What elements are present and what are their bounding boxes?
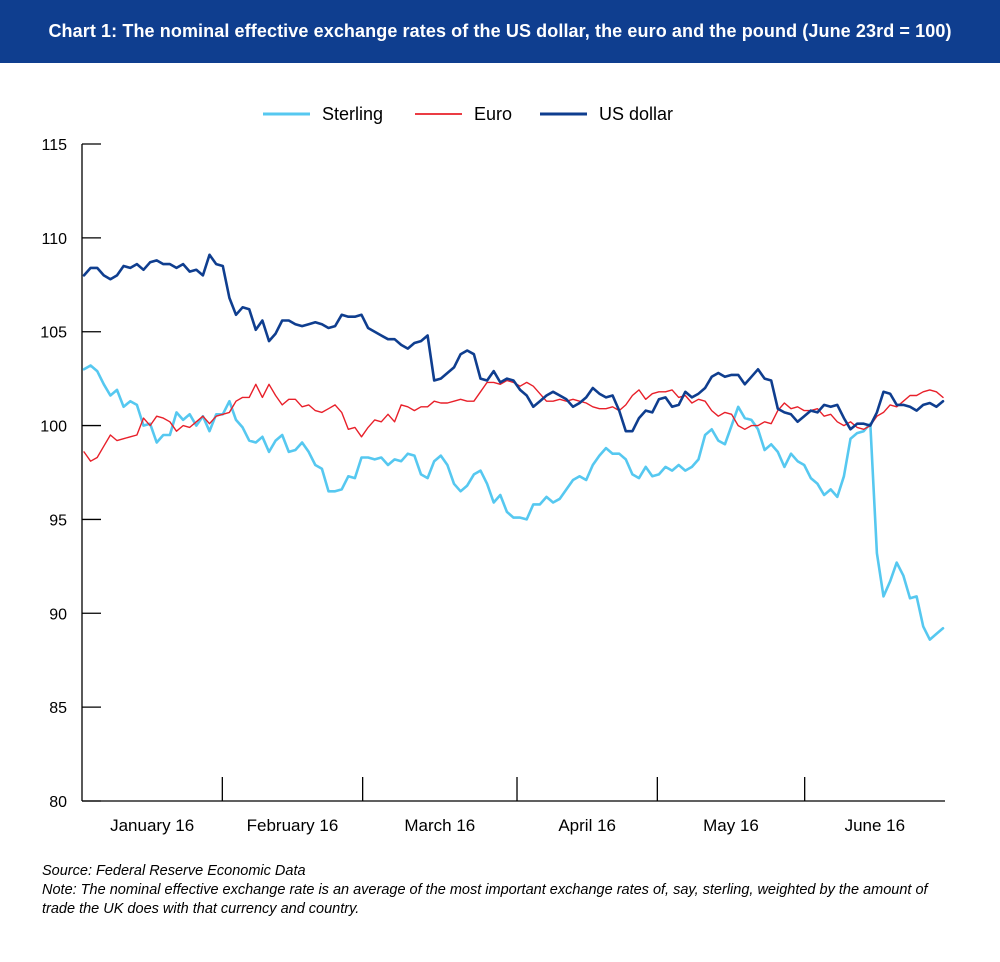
y-tick-label: 85	[49, 700, 67, 717]
y-tick-label: 90	[49, 606, 67, 623]
series-line-sterling	[82, 364, 945, 641]
y-tick-label: 115	[41, 137, 67, 154]
axes: 80 85 90 95 100 105 110 115 January 16 February 1…	[40, 137, 945, 835]
x-tick-label: March 16	[404, 816, 475, 835]
x-tick-label: January 16	[110, 816, 194, 835]
series-lines	[82, 253, 945, 641]
legend: Sterling Euro US dollar	[263, 104, 673, 124]
series-line-us-dollar	[82, 253, 945, 433]
legend-label: US dollar	[599, 104, 673, 124]
y-tick-label: 100	[40, 419, 67, 436]
y-tick-label: 105	[40, 325, 67, 342]
legend-label: Euro	[474, 104, 512, 124]
source-note: Source: Federal Reserve Economic Data	[42, 863, 306, 879]
explanatory-note: Note: The nominal effective exchange rat…	[42, 882, 928, 917]
x-tick-label: May 16	[703, 816, 759, 835]
x-tick-label: June 16	[845, 816, 906, 835]
chart-title: Chart 1: The nominal effective exchange …	[0, 0, 1000, 63]
y-tick-label: 110	[41, 231, 67, 248]
legend-label: Sterling	[322, 104, 383, 124]
x-tick-label: April 16	[558, 816, 616, 835]
chart-area: 80 85 90 95 100 105 110 115 January 16 February 1…	[40, 104, 945, 835]
x-tick-label: February 16	[247, 816, 339, 835]
series-line-euro	[83, 379, 944, 462]
y-tick-label: 80	[49, 794, 67, 811]
chart-footer: Source: Federal Reserve Economic Data No…	[42, 862, 942, 919]
y-tick-label: 95	[49, 512, 67, 529]
